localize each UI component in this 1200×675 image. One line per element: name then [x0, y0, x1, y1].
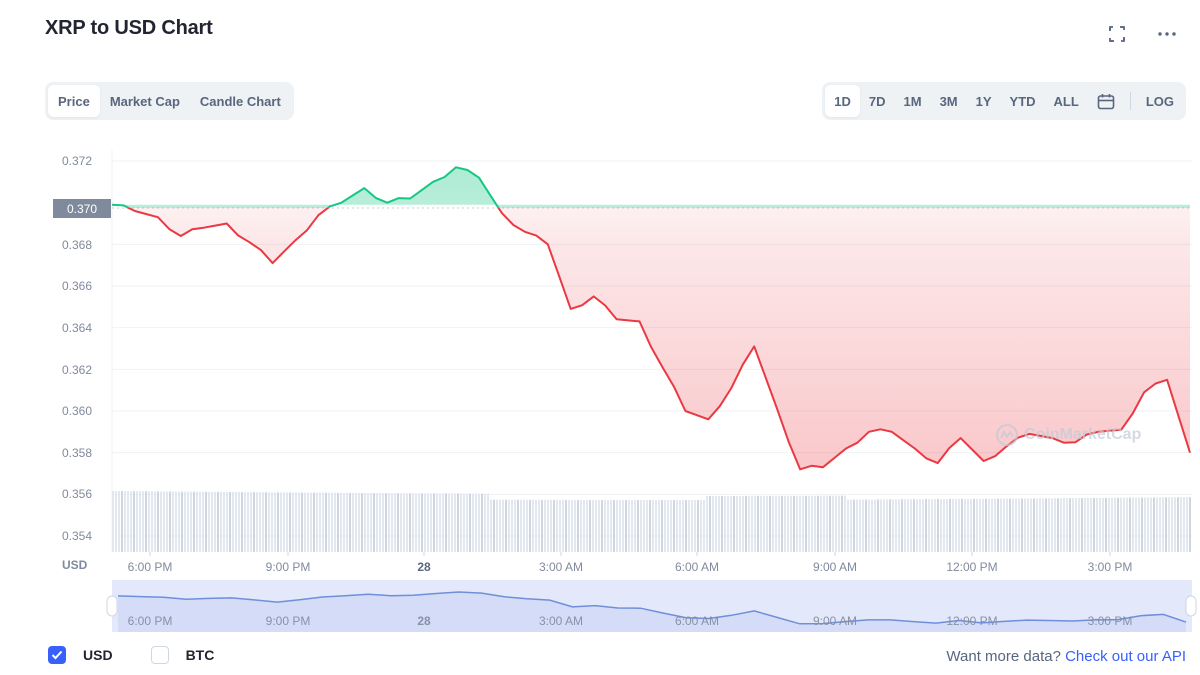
range-1m[interactable]: 1M	[903, 93, 922, 109]
page-title: XRP to USD Chart	[45, 17, 213, 39]
y-tick: 0.356	[62, 487, 93, 501]
current-price-marker: 0.370	[53, 199, 111, 218]
x-tick: 3:00 PM	[1087, 560, 1133, 574]
more-horizontal-icon[interactable]	[1156, 24, 1178, 44]
range-tabs: 1D 7D 1M 3M 1Y YTD ALL LOG	[822, 82, 1186, 120]
x-tick-date: 28	[417, 560, 431, 574]
y-tick: 0.360	[62, 404, 93, 418]
x-tick: 6:00 PM	[127, 560, 173, 574]
navigator-tick: 6:00 AM	[674, 614, 720, 628]
btc-label: BTC	[185, 647, 215, 663]
divider	[1129, 92, 1131, 110]
y-tick: 0.354	[62, 529, 93, 543]
x-tick: 6:00 AM	[674, 560, 720, 574]
y-tick: 0.358	[62, 446, 93, 460]
navigator-left-handle	[106, 595, 118, 617]
tab-market-cap[interactable]: Market Cap	[109, 93, 180, 109]
y-tick: 0.372	[62, 154, 93, 168]
usd-checkbox[interactable]	[48, 646, 66, 664]
x-tick: 9:00 PM	[265, 560, 311, 574]
volume-bars	[112, 491, 1191, 552]
btc-checkbox[interactable]	[150, 646, 169, 664]
navigator-tick: 28	[417, 614, 431, 628]
currency-axis-label: USD	[62, 558, 88, 572]
calendar-button[interactable]	[1088, 85, 1124, 117]
api-promo: Want more data? Check out our API	[946, 648, 1186, 665]
range-7d[interactable]: 7D	[868, 93, 886, 109]
range-1y[interactable]: 1Y	[975, 93, 992, 109]
range-all[interactable]: ALL	[1053, 93, 1079, 109]
range-ytd[interactable]: YTD	[1009, 93, 1036, 109]
watermark: CoinMarketCap	[995, 423, 1141, 447]
y-tick: 0.366	[62, 279, 93, 293]
x-tick: 9:00 AM	[812, 560, 858, 574]
range-1d[interactable]: 1D	[825, 85, 860, 117]
range-3m[interactable]: 3M	[939, 93, 958, 109]
api-link[interactable]: Check out our API	[1065, 648, 1186, 665]
watermark-text: CoinMarketCap	[1024, 426, 1142, 443]
chart-actions	[1106, 24, 1178, 44]
log-toggle[interactable]: LOG	[1145, 93, 1174, 109]
checkmark-icon	[51, 650, 63, 660]
tab-candle-chart[interactable]: Candle Chart	[199, 93, 281, 109]
navigator-tick: 9:00 AM	[812, 614, 858, 628]
calendar-icon	[1097, 93, 1115, 109]
navigator-tick: 9:00 PM	[265, 614, 311, 628]
navigator-tick: 3:00 AM	[538, 614, 584, 628]
navigator-tick: 12:00 PM	[946, 614, 998, 628]
navigator-tick: 3:00 PM	[1087, 614, 1133, 628]
usd-label: USD	[83, 647, 113, 663]
navigator-right-handle	[1185, 595, 1197, 617]
currency-legend: USD BTC	[48, 646, 252, 664]
tab-price[interactable]: Price	[48, 85, 100, 117]
coinmarketcap-logo-icon	[995, 423, 1019, 447]
navigator-tick: 6:00 PM	[127, 614, 173, 628]
y-tick: 0.362	[62, 363, 93, 377]
api-prompt: Want more data?	[946, 648, 1061, 665]
x-tick: 3:00 AM	[538, 560, 584, 574]
chart-type-tabs: Price Market Cap Candle Chart	[45, 82, 294, 120]
x-tick: 12:00 PM	[946, 560, 998, 574]
expand-icon[interactable]	[1106, 24, 1128, 44]
y-tick: 0.368	[62, 238, 93, 252]
y-tick: 0.364	[62, 321, 93, 335]
